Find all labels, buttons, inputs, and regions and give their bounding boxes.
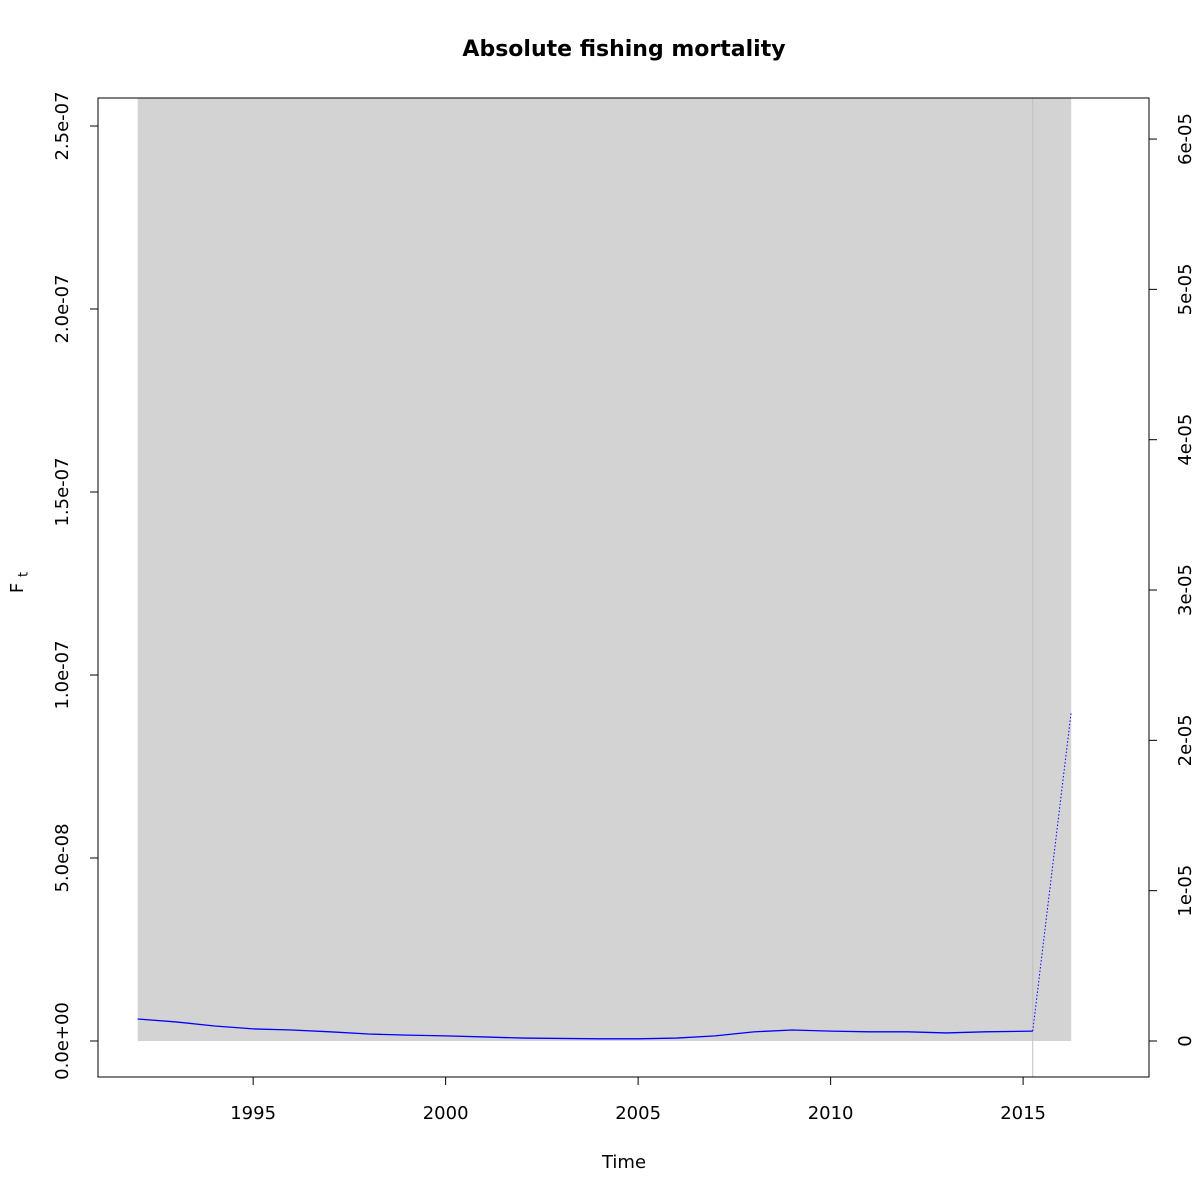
y-tick-label: 1.0e-07: [52, 640, 73, 709]
y2-tick-label: 4e-05: [1175, 414, 1196, 466]
y-tick-label: 2.5e-07: [52, 91, 73, 160]
data-line: [137, 1018, 1033, 1040]
y-label-main: F: [7, 583, 28, 593]
y2-tick-label: 5e-05: [1175, 263, 1196, 315]
x-tick-label: 2015: [1000, 1103, 1046, 1124]
x-tick-label: 1995: [230, 1103, 276, 1124]
y-label-sub: t: [17, 572, 32, 577]
data-line: [1032, 711, 1072, 1032]
x-axis-label: Time: [601, 1152, 646, 1173]
y2-tick-label: 6e-05: [1175, 113, 1196, 165]
plot-area: [137, 98, 1072, 1077]
y2-tick-label: 3e-05: [1175, 564, 1196, 616]
confidence-band: [137, 98, 1072, 1041]
x-tick-label: 2005: [615, 1103, 661, 1124]
y-tick-label: 1.5e-07: [52, 457, 73, 526]
y2-tick-label: 2e-05: [1175, 714, 1196, 766]
y-tick-label: 5.0e-08: [52, 823, 73, 892]
x-tick-label: 2010: [808, 1103, 854, 1124]
y-tick-label: 0.0e+00: [52, 1002, 73, 1080]
chart-title: Absolute fishing mortality: [462, 37, 785, 62]
y-axis-label: F t: [7, 572, 32, 593]
y2-tick-label: 0: [1175, 1035, 1196, 1046]
y2-tick-label: 1e-05: [1175, 865, 1196, 917]
x-tick-label: 2000: [423, 1103, 469, 1124]
y-tick-label: 2.0e-07: [52, 274, 73, 343]
